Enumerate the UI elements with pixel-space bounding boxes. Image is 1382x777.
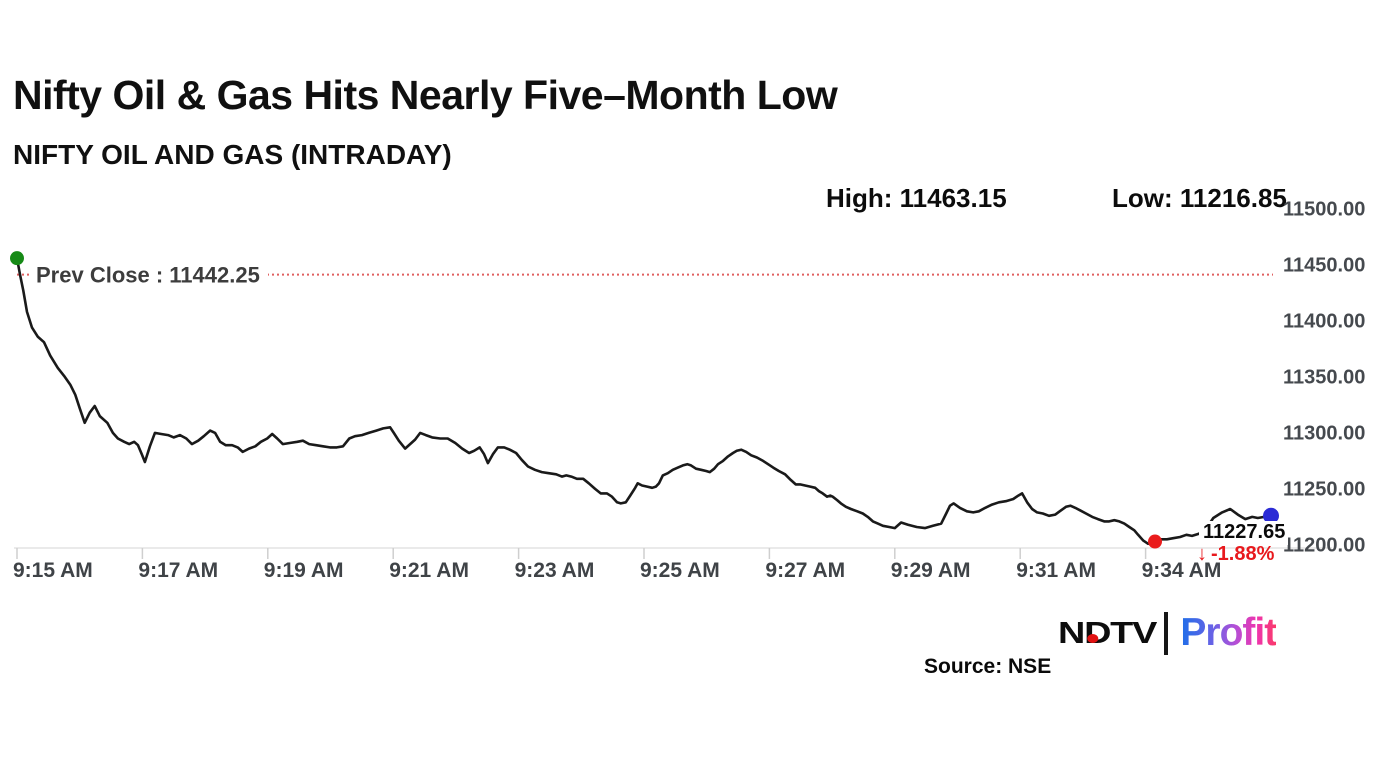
prev-close-label: Prev Close : 11442.25 — [30, 261, 268, 290]
x-axis-label: 9:34 AM — [1141, 559, 1222, 582]
ndtv-profit-logo: NDTV Profit — [1058, 608, 1277, 658]
y-axis-label: 11250.00 — [1283, 478, 1366, 501]
ndtv-red-dot-icon — [1087, 634, 1099, 643]
down-arrow-icon: ↓ — [1197, 543, 1207, 565]
x-axis-label: 9:31 AM — [1016, 559, 1096, 582]
x-axis-label: 9:25 AM — [640, 559, 720, 582]
x-axis-label: 9:17 AM — [138, 559, 219, 582]
x-axis-label: 9:23 AM — [514, 559, 595, 582]
x-axis-label: 9:19 AM — [263, 559, 344, 582]
ndtv-text: NDTV — [1058, 615, 1157, 650]
low-marker — [1148, 534, 1163, 549]
page-title: Nifty Oil & Gas Hits Nearly Five–Month L… — [13, 72, 838, 118]
y-axis-label: 11400.00 — [1283, 310, 1366, 333]
open-marker — [10, 251, 24, 266]
logo-separator — [1164, 611, 1169, 655]
last-change-label: ↓ -1.88% — [1197, 543, 1274, 566]
y-axis-label: 11200.00 — [1283, 534, 1366, 557]
ndtv-wordmark: NDTV — [1058, 615, 1157, 651]
x-axis-label: 9:29 AM — [890, 559, 971, 582]
x-axis-label: 9:21 AM — [389, 559, 469, 582]
x-axis-label: 9:27 AM — [765, 559, 846, 582]
change-percent: -1.88% — [1211, 543, 1275, 565]
y-axis-label: 11500.00 — [1283, 198, 1366, 221]
y-axis-label: 11450.00 — [1283, 254, 1366, 277]
high-value-label: High: 11463.15 — [826, 183, 1007, 213]
chart-subtitle: NIFTY OIL AND GAS (INTRADAY) — [13, 139, 452, 170]
last-price-label: 11227.65 — [1199, 521, 1289, 545]
low-value-label: Low: 11216.85 — [1112, 183, 1287, 213]
profit-wordmark: Profit — [1180, 611, 1277, 654]
y-axis-label: 11300.00 — [1283, 422, 1366, 445]
x-axis-label: 9:15 AM — [13, 559, 93, 582]
y-axis-label: 11350.00 — [1283, 366, 1366, 389]
source-label: Source: NSE — [924, 655, 1052, 678]
price-line — [15, 256, 1273, 546]
last-marker — [1263, 507, 1279, 524]
